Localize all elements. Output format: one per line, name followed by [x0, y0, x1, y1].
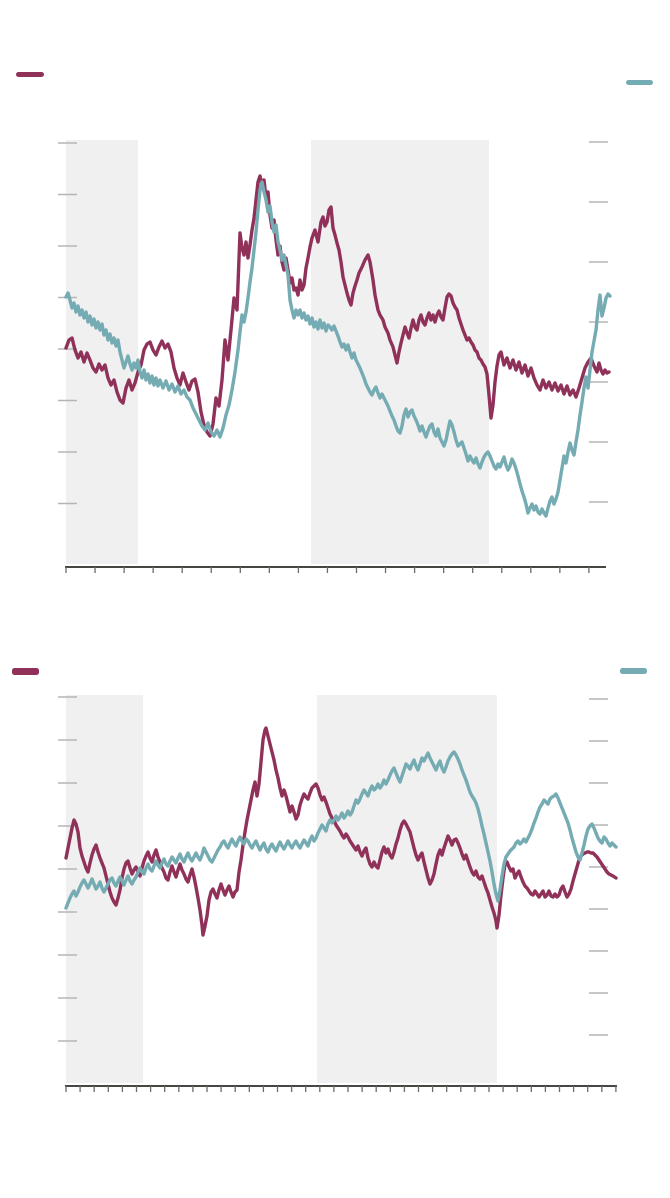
legend-swatch-series-b — [620, 668, 647, 674]
chart-1 — [16, 72, 653, 573]
series-a-line — [64, 726, 618, 937]
legend-swatch-series-b — [626, 80, 653, 85]
series-b-line — [64, 180, 612, 518]
series-b-line — [64, 750, 618, 910]
shaded-band — [66, 140, 138, 564]
chart-canvas — [16, 72, 653, 573]
shaded-band — [317, 695, 497, 1083]
chart-canvas — [12, 668, 647, 1092]
chart-2 — [0, 620, 670, 1198]
series-a-line — [64, 174, 611, 438]
legend-swatch-series-a — [12, 668, 39, 675]
legend-swatch-series-a — [16, 72, 44, 77]
